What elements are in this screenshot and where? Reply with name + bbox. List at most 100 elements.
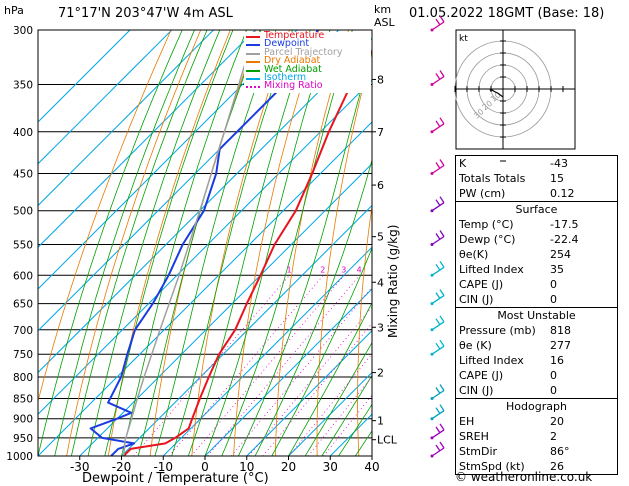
- wind-barb-flag: [435, 73, 441, 80]
- wind-barb: [430, 315, 445, 332]
- legend-item: Isotherm: [246, 72, 370, 83]
- table-row: Temp (°C) -17.5: [456, 217, 617, 232]
- hodograph-title: Hodograph: [506, 400, 567, 413]
- isotherm-line: [38, 30, 256, 248]
- table-row: CAPE (J) 0: [456, 368, 617, 383]
- x-tick-label: -20: [112, 460, 132, 474]
- legend-label: Parcel Trajectory: [264, 46, 343, 58]
- dry-adiabat-line: [66, 30, 202, 456]
- wind-barb: [430, 384, 445, 400]
- wind-barb-flag: [439, 441, 445, 449]
- legend-item: Parcel Trajectory: [246, 46, 370, 58]
- dry-adiabat-line: [397, 30, 438, 456]
- wind-barb-flag: [435, 444, 441, 452]
- mixing-ratio-label: 2: [320, 265, 325, 274]
- x-tick-label: -10: [153, 460, 173, 474]
- pressure-tick-label: 600: [13, 270, 33, 282]
- table-row-value: -43: [550, 157, 568, 170]
- wet-adiabat-line: [271, 247, 372, 456]
- legend-label: Dewpoint: [264, 38, 310, 50]
- isotherm-line: [38, 79, 372, 415]
- pressure-tick-label: 350: [13, 80, 33, 92]
- dry-adiabat-line: [357, 203, 372, 456]
- wind-barb-staff: [431, 164, 445, 175]
- wind-barb-staff: [431, 321, 445, 331]
- wind-barb-dot: [430, 243, 434, 246]
- wind-barb: [430, 70, 445, 86]
- table-row-value: -22.4: [550, 233, 579, 246]
- dry-adiabat-line: [233, 30, 320, 456]
- wet-adiabat-line: [154, 30, 277, 456]
- dewpoint-line: [89, 30, 319, 456]
- km-tick-label: 4: [377, 276, 384, 289]
- wind-barb-flag: [435, 387, 441, 394]
- wind-barb-flag: [439, 423, 445, 431]
- legend-swatch: [246, 78, 260, 80]
- wind-barb: [430, 339, 445, 356]
- wind-barb: [430, 230, 445, 246]
- dry-adiabat-line: [191, 30, 290, 456]
- pressure-tick-label: 500: [13, 206, 33, 218]
- pressure-tick-label: 550: [13, 239, 33, 251]
- wet-adiabat-line: [221, 30, 353, 456]
- wind-barb-staff: [431, 295, 445, 305]
- legend-item: Dry Adiabat: [246, 55, 370, 66]
- table-row: θe (K) 277: [456, 338, 617, 353]
- table-row-label: Dewp (°C): [459, 233, 516, 246]
- table-row: CIN (J) 0: [456, 383, 617, 398]
- mixing-ratio-label: 4: [357, 265, 362, 274]
- mixing-ratio-line: [168, 275, 324, 456]
- wind-barb-flag: [435, 426, 441, 434]
- wind-barb: [430, 423, 445, 440]
- table-row-value: 0: [550, 369, 557, 382]
- pressure-tick-label: 950: [13, 433, 33, 445]
- table-row-label: CIN (J): [459, 384, 494, 397]
- wet-adiabat-line: [204, 30, 331, 456]
- pressure-tick-label: 900: [13, 414, 33, 426]
- wind-barb-flag: [435, 18, 441, 26]
- wind-barb-staff: [431, 266, 445, 276]
- location-title: 71°17'N 203°47'W 4m ASL: [58, 6, 233, 21]
- isotherm-line: [38, 30, 214, 207]
- table-row-label: EH: [459, 415, 475, 428]
- legend-item: Dewpoint: [246, 38, 370, 50]
- pressure-tick-label: 800: [13, 372, 33, 384]
- table-row-value: -17.5: [550, 218, 579, 231]
- mixing-ratio-label: 6: [379, 265, 384, 274]
- table-row-value: 0.12: [550, 187, 575, 200]
- table-row: PW (cm) 0.12: [456, 186, 617, 201]
- surface-section: Surface Temp (°C) -17.5 Dewp (°C) -22.4 θe(K…: [456, 201, 617, 307]
- wind-barb-flag: [439, 260, 445, 268]
- wet-adiabat-line: [238, 48, 372, 456]
- wind-barb-flag: [439, 315, 445, 323]
- wind-barb-flag: [435, 233, 441, 240]
- hodograph-trace: [489, 89, 504, 98]
- table-row-value: 0: [550, 278, 557, 291]
- wind-barb-staff: [431, 202, 445, 212]
- wind-barb-flag: [435, 120, 441, 128]
- table-row: CIN (J) 0: [456, 292, 617, 307]
- wind-barb-flag: [435, 342, 441, 350]
- wet-adiabat-line: [338, 403, 372, 456]
- pressure-tick-label: 750: [13, 349, 33, 361]
- wind-barb-staff: [431, 123, 445, 133]
- isotherm-line: [38, 30, 173, 165]
- legend-swatch: [246, 36, 260, 38]
- wind-barb-staff: [431, 21, 445, 31]
- isotherm-line: [38, 37, 372, 374]
- table-row-label: θe (K): [459, 339, 492, 352]
- pressure-tick-label: 450: [13, 168, 33, 180]
- legend: Temperature Dewpoint Parcel Trajectory Dry …: [244, 30, 371, 93]
- wet-adiabat-line: [71, 30, 208, 456]
- wind-barb: [430, 117, 445, 134]
- x-tick-label: 0: [201, 460, 209, 474]
- table-row-label: SREH: [459, 430, 489, 443]
- isotherm-line: [79, 163, 372, 456]
- dry-adiabat-line: [149, 30, 261, 456]
- table-row-label: StmSpd (kt): [459, 460, 525, 473]
- pressure-tick-label: 1000: [6, 451, 33, 463]
- wind-barb-flag: [439, 159, 445, 166]
- legend-label: Isotherm: [264, 72, 307, 83]
- wind-barb-staff: [431, 429, 445, 439]
- table-row-value: 20: [550, 415, 564, 428]
